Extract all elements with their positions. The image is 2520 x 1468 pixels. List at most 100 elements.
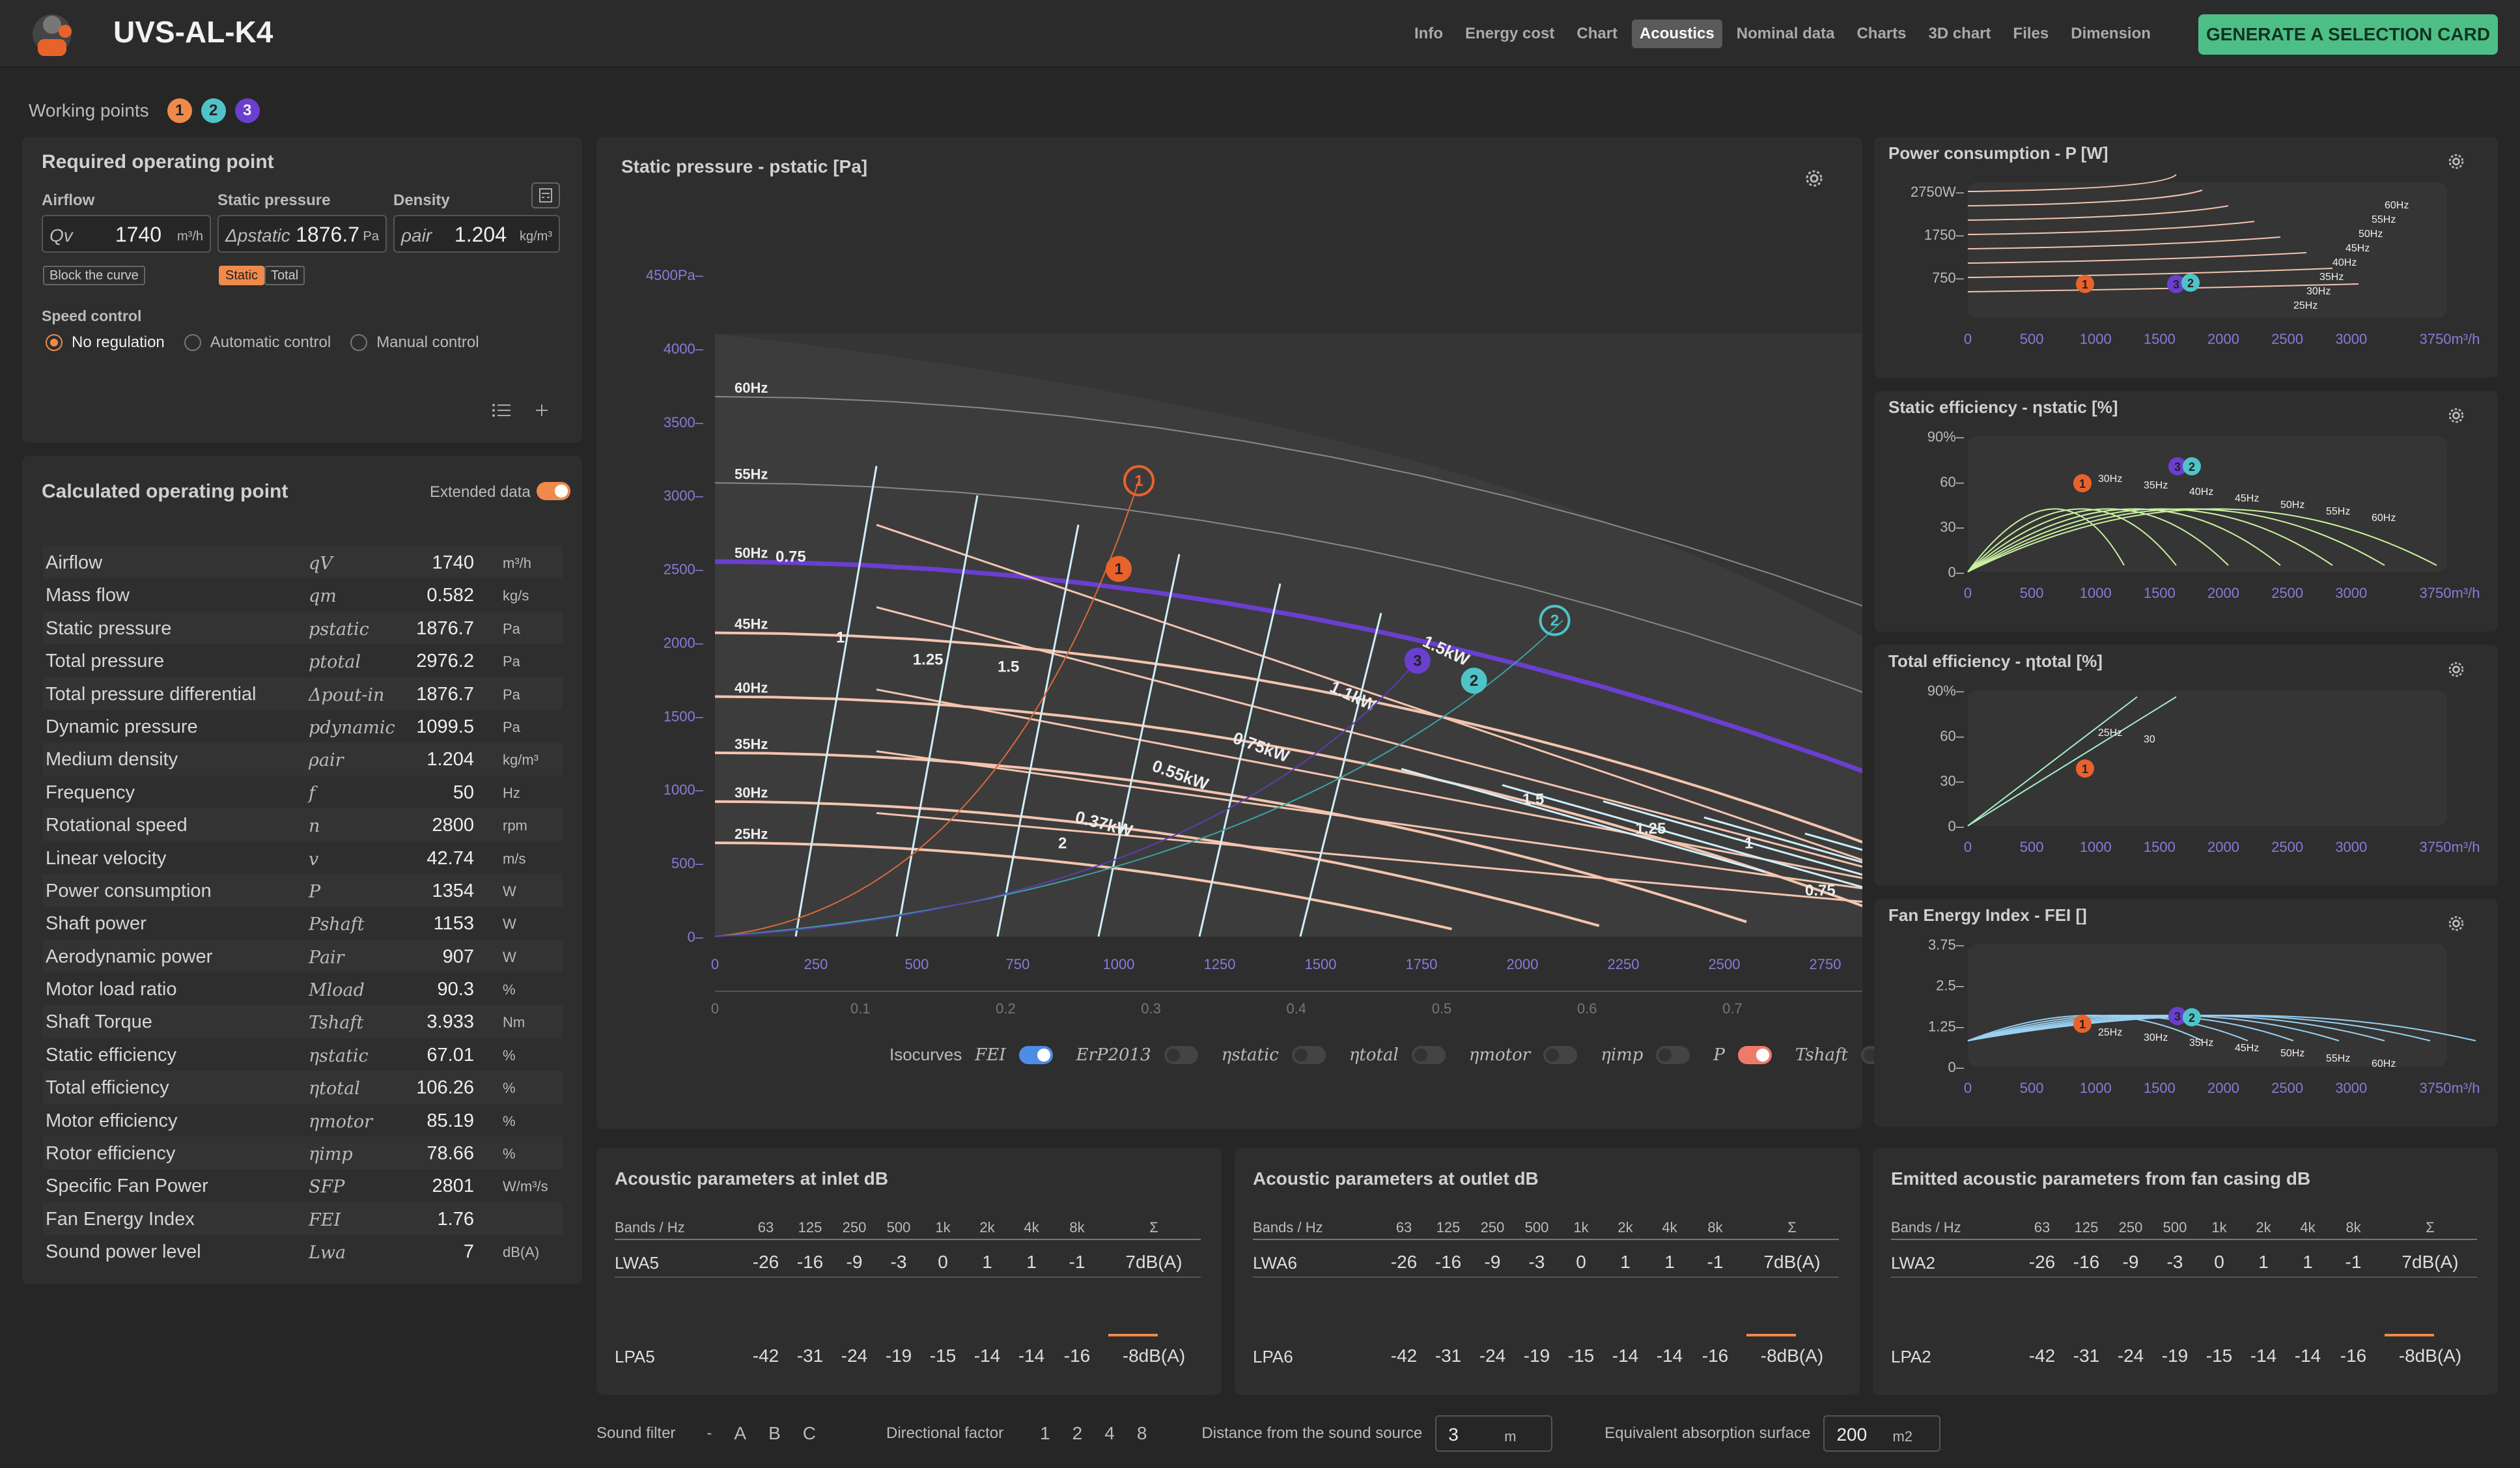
speed-curve — [714, 482, 1862, 693]
x2-tick-label: 0.4 — [1287, 1000, 1307, 1017]
fei-isoline — [794, 466, 878, 937]
side-chart-svg[interactable]: 90%– 60– 30– 0– 0 500 1000 1500 2000 2500 3000 3750… — [1874, 645, 2498, 886]
isocurve-toggle-4[interactable] — [1543, 1045, 1578, 1064]
extended-data-toggle[interactable] — [537, 482, 570, 500]
side-chart-title: Total efficiency - ηtotal [%] — [1888, 651, 2103, 671]
acoustic-header: Bands / Hz 63 125 250 500 1k 2k 4k 8k Σ — [1253, 1214, 1839, 1240]
acoustic-value: -1 — [1069, 1252, 1085, 1272]
target-point-1[interactable] — [1123, 465, 1155, 497]
side-point[interactable] — [2183, 457, 2201, 475]
isocurve-toggle-2[interactable] — [1291, 1045, 1326, 1064]
nav-nominal-data[interactable]: Nominal data — [1736, 25, 1835, 42]
isocurve-toggle-5[interactable] — [1656, 1045, 1690, 1064]
side-curve — [1967, 268, 2333, 278]
acoustic-value: 0 — [1576, 1252, 1586, 1272]
side-chart-svg[interactable]: 90%– 60– 30– 0– 0 500 1000 1500 2000 2500 3000 3750… — [1874, 391, 2498, 632]
density-input[interactable]: ρair 1.204 kg/m³ — [393, 215, 560, 253]
factor-4-button[interactable]: 4 — [1104, 1423, 1115, 1443]
calc-row: Shaft Torque Tshaft 3.933 Nm — [43, 1005, 563, 1038]
speed-label: 40Hz — [735, 680, 768, 696]
side-curve-label: 55Hz — [2326, 1053, 2350, 1064]
filter-b-button[interactable]: B — [768, 1423, 781, 1443]
nav-energy-cost[interactable]: Energy cost — [1464, 25, 1555, 42]
app-title: UVS-AL-K4 — [113, 15, 273, 49]
isocurve-toggle-1[interactable] — [1164, 1045, 1198, 1064]
main-chart-svg[interactable]: 4500Pa–4000–3500–3000–2500–2000–1500–100… — [596, 137, 1862, 1049]
side-curve-label: 55Hz — [2372, 214, 2396, 225]
generate-selection-card-button[interactable]: GENERATE A SELECTION CARD — [2198, 14, 2498, 55]
acoustic-panel-2: Emitted acoustic parameters from fan cas… — [1873, 1148, 2498, 1395]
calculator-icon[interactable] — [531, 182, 560, 208]
gear-icon[interactable] — [2444, 658, 2468, 681]
side-point[interactable] — [2076, 275, 2094, 293]
side-chart-svg[interactable]: 2750W– 1750– 750– 0 500 1000 1500 2000 2500 3000 3… — [1874, 137, 2498, 378]
side-chart-panel-3: Fan Energy Index - FEI [] 3.75– 2.5– 1.25–… — [1874, 899, 2498, 1127]
side-chart-svg[interactable]: 3.75– 2.5– 1.25– 0– 0 500 1000 1500 2000 2500 3000… — [1874, 899, 2498, 1127]
working-point-2[interactable]: 2 — [201, 98, 226, 123]
side-point[interactable] — [2181, 274, 2200, 292]
nav-charts[interactable]: Charts — [1856, 25, 1907, 42]
static-pressure-input[interactable]: Δpstatic 1876.7 Pa — [217, 215, 387, 253]
side-point[interactable] — [2183, 1008, 2201, 1026]
isocurve-toggle-3[interactable] — [1411, 1045, 1446, 1064]
side-point[interactable] — [2168, 1007, 2187, 1025]
static-chip[interactable]: Static — [219, 266, 265, 285]
working-point-2[interactable] — [1461, 668, 1487, 694]
isocurve-label: ηimp — [1601, 1045, 1644, 1065]
nav-3d-chart[interactable]: 3D chart — [1928, 25, 1991, 42]
band-header: 125 — [798, 1219, 822, 1235]
calc-name: Fan Energy Index — [46, 1208, 195, 1230]
filter-a-button[interactable]: A — [734, 1423, 747, 1443]
fei-label: 1 — [1744, 835, 1753, 853]
nav-dimension[interactable]: Dimension — [2071, 25, 2151, 42]
calculated-title: Calculated operating point — [42, 481, 288, 502]
calc-unit: m³/h — [503, 555, 531, 571]
calc-unit: W — [503, 882, 516, 899]
working-point-1[interactable]: 1 — [167, 98, 192, 123]
side-point[interactable] — [2167, 275, 2185, 293]
block-curve-button[interactable]: Block the curve — [43, 266, 145, 285]
gear-icon[interactable] — [2444, 150, 2468, 173]
factor-2-button[interactable]: 2 — [1072, 1423, 1083, 1443]
isocurve-toggle-6[interactable] — [1737, 1045, 1772, 1064]
working-point-3[interactable] — [1404, 647, 1431, 674]
radio-no-regulation[interactable]: No regulation — [46, 333, 165, 352]
nav-acoustics[interactable]: Acoustics — [1632, 20, 1722, 48]
absorption-input[interactable]: 200 m2 — [1823, 1415, 1941, 1452]
total-chip[interactable]: Total — [264, 266, 305, 285]
factor-1-button[interactable]: 1 — [1040, 1423, 1050, 1443]
filter-none-button[interactable]: - — [707, 1424, 712, 1442]
plus-icon[interactable] — [536, 404, 548, 416]
band-header: 500 — [886, 1219, 911, 1235]
isocurve-toggle-0[interactable] — [1018, 1045, 1053, 1064]
side-y-tick: 90%– — [1927, 429, 1965, 445]
target-point-2[interactable] — [1539, 604, 1571, 636]
working-point-3[interactable]: 3 — [234, 98, 260, 123]
calc-value: 1740 — [432, 552, 474, 573]
list-icon[interactable] — [492, 404, 511, 417]
gear-icon[interactable] — [2444, 912, 2468, 935]
nav-files[interactable]: Files — [2013, 25, 2049, 42]
working-point-1[interactable] — [1106, 556, 1132, 582]
side-x-tick: 3750m³/h — [2420, 585, 2480, 601]
side-point[interactable] — [2073, 1015, 2092, 1033]
airflow-input[interactable]: Qv 1740 m³/h — [42, 215, 211, 253]
side-point[interactable] — [2168, 457, 2187, 475]
gear-icon[interactable] — [1801, 165, 1827, 191]
side-x-tick: 2500 — [2271, 585, 2303, 601]
side-plot-area — [1968, 690, 2447, 826]
radio-manual-control[interactable]: Manual control — [350, 333, 479, 352]
acoustic-row-label: LPA2 — [1891, 1347, 1931, 1366]
nav-chart[interactable]: Chart — [1576, 25, 1618, 42]
side-curve — [1967, 190, 2203, 206]
radio-automatic-control[interactable]: Automatic control — [184, 333, 331, 352]
filter-c-button[interactable]: C — [802, 1423, 817, 1443]
nav-info[interactable]: Info — [1414, 25, 1443, 42]
side-y-tick: 0– — [1948, 818, 1965, 834]
side-point[interactable] — [2073, 474, 2092, 492]
side-point[interactable] — [2076, 759, 2094, 778]
gear-icon[interactable] — [2444, 404, 2468, 427]
calc-row: Sound power level Lwa 7 dB(A) — [43, 1235, 563, 1267]
factor-8-button[interactable]: 8 — [1136, 1423, 1147, 1443]
